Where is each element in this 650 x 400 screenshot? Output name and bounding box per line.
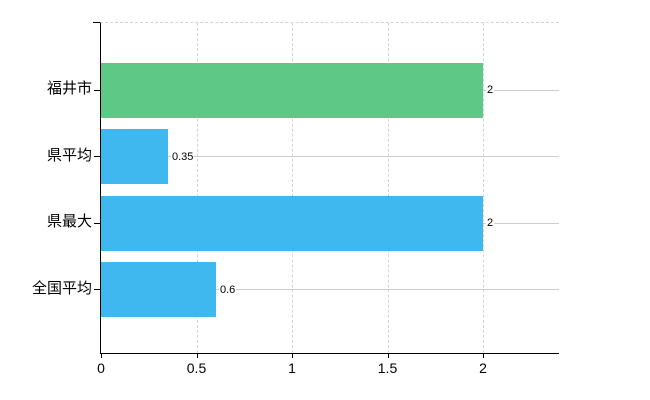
bar-value-label: 0.6	[219, 262, 237, 317]
bar-row: 0.35	[101, 129, 559, 184]
vertical-gridline	[483, 23, 484, 353]
x-axis-tick-label: 2	[479, 360, 487, 376]
bar-value-label: 0.35	[171, 129, 195, 184]
bar[interactable]	[101, 262, 216, 317]
bar[interactable]	[101, 195, 483, 251]
x-axis-tick-label: 0.5	[186, 360, 207, 376]
vertical-gridline	[292, 23, 293, 353]
bar-row: 0.6	[101, 262, 559, 317]
bar-value-label: 2	[486, 62, 495, 118]
y-axis-tick	[94, 222, 101, 224]
leader-line	[168, 156, 559, 157]
bar-row: 2	[101, 195, 559, 251]
bar-value-label: 2	[486, 195, 495, 251]
bar-row: 2	[101, 62, 559, 118]
y-axis-category-label: 全国平均	[31, 279, 92, 297]
y-axis-tick	[94, 89, 101, 91]
y-axis-top-tick	[93, 22, 100, 23]
plot-area: 2 0.35 2 0.6	[94, 22, 559, 354]
x-axis-tick	[387, 353, 389, 358]
y-axis-category-label: 県最大	[46, 213, 92, 230]
leader-line	[216, 289, 559, 290]
vertical-gridline	[387, 23, 389, 353]
x-axis-tick	[101, 353, 102, 358]
x-axis-tick-label: 1	[288, 360, 296, 376]
vertical-gridline	[196, 23, 198, 353]
x-axis-tick	[483, 353, 484, 358]
bar[interactable]	[101, 129, 168, 184]
x-axis-tick-label: 0	[97, 360, 105, 376]
y-axis-category-label: 県平均	[46, 146, 92, 164]
x-axis-tick	[196, 353, 198, 358]
x-axis-tick	[292, 353, 293, 358]
x-axis-tick-label: 1.5	[377, 360, 398, 376]
bar[interactable]	[101, 62, 483, 118]
y-axis-category-label: 福井市	[46, 80, 92, 97]
leader-line	[483, 222, 559, 224]
y-axis-tick	[94, 156, 101, 157]
leader-line	[483, 89, 559, 91]
y-axis-tick	[94, 289, 101, 290]
